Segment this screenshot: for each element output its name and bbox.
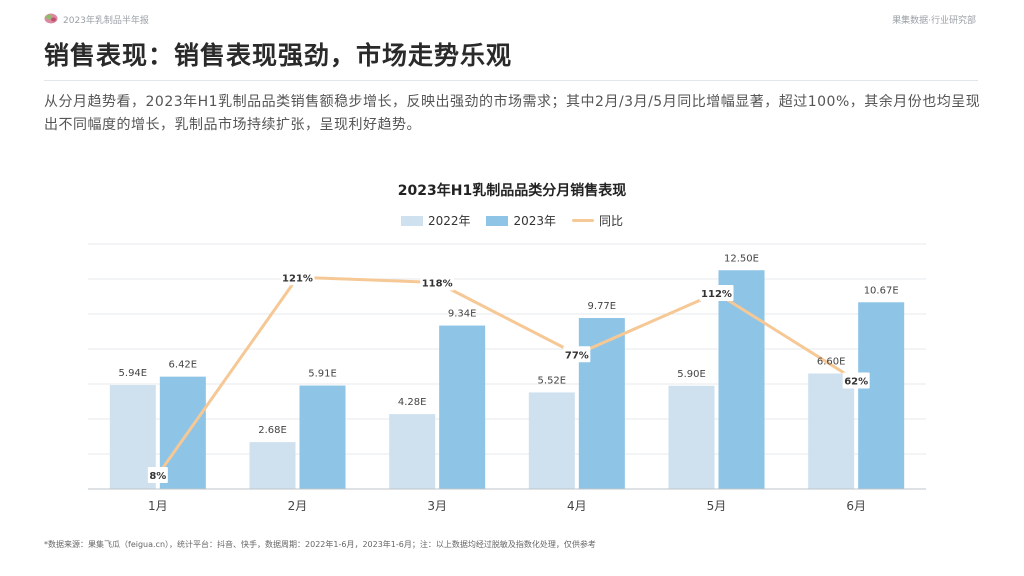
x-tick-label: 1月 — [148, 499, 168, 513]
chart-title: 2023年H1乳制品品类分月销售表现 — [397, 183, 627, 199]
chart-legend: 2022年 2023年 同比 — [0, 212, 1024, 229]
bar-value-label: 6.42E — [169, 360, 198, 371]
bar-value-label: 9.77E — [588, 301, 617, 312]
bar-2022 — [389, 414, 436, 489]
legend-label-yoy: 同比 — [599, 214, 624, 228]
page-title: 销售表现：销售表现强劲，市场走势乐观 — [44, 41, 513, 70]
report-logo-icon — [44, 13, 58, 24]
yoy-value-label: 121% — [282, 273, 313, 284]
yoy-label-bg — [842, 372, 870, 389]
legend-item-yoy: 同比 — [572, 212, 623, 229]
x-tick-label: 4月 — [567, 499, 587, 513]
legend-swatch-2022 — [400, 215, 423, 226]
legend-label-2022: 2022年 — [427, 214, 471, 228]
legend-item-2022: 2022年 — [400, 212, 471, 229]
legend-swatch-2023 — [486, 215, 509, 226]
yoy-value-label: 112% — [701, 289, 732, 300]
bar-value-label: 5.90E — [677, 369, 706, 380]
yoy-value-label: 118% — [422, 279, 453, 290]
x-tick-label: 6月 — [846, 499, 866, 513]
bar-value-label: 5.52E — [538, 375, 567, 386]
bar-2022 — [668, 385, 715, 489]
bar-value-label: 12.50E — [724, 253, 759, 264]
bar-value-label: 9.34E — [448, 309, 477, 320]
bar-2023 — [439, 325, 486, 489]
yoy-label-bg — [147, 467, 168, 483]
bar-2023 — [299, 385, 346, 489]
bar-value-label: 2.68E — [258, 425, 287, 436]
data-source-footnote: *数据来源：果集飞瓜（feigua.cn），统计平台：抖音、快手，数据周期：20… — [44, 540, 596, 549]
bar-2022 — [808, 373, 855, 489]
yoy-label-bg — [699, 285, 734, 301]
yoy-value-label: 8% — [149, 471, 166, 482]
yoy-label-bg — [563, 346, 591, 363]
bar-value-label: 5.91E — [308, 369, 337, 380]
yoy-value-label: 77% — [565, 350, 589, 361]
legend-item-2023: 2023年 — [486, 212, 556, 229]
bar-value-label: 10.67E — [864, 285, 899, 296]
legend-label-2023: 2023年 — [513, 214, 557, 228]
x-tick-label: 5月 — [707, 499, 727, 513]
bar-2023 — [718, 270, 765, 489]
bar-value-label: 5.94E — [119, 368, 148, 379]
legend-swatch-yoy — [572, 219, 595, 222]
report-name: 2023年乳制品半年报 — [63, 16, 149, 26]
yoy-value-label: 62% — [844, 377, 868, 388]
bar-value-label: 6.60E — [817, 357, 846, 368]
title-divider — [44, 80, 978, 81]
bar-2022 — [249, 442, 296, 489]
yoy-label-bg — [420, 274, 455, 291]
page-description: 从分月趋势看，2023年H1乳制品品类销售额稳步增长，反映出强劲的市场需求；其中… — [44, 94, 981, 133]
yoy-line — [156, 275, 858, 477]
bar-2023 — [858, 302, 905, 489]
x-tick-label: 3月 — [427, 499, 447, 513]
x-tick-label: 2月 — [288, 499, 308, 513]
department-label: 果集数据·行业研究部 — [892, 16, 976, 26]
bar-value-label: 4.28E — [398, 397, 427, 408]
yoy-label-bg — [280, 269, 315, 286]
bar-2022 — [528, 392, 575, 489]
